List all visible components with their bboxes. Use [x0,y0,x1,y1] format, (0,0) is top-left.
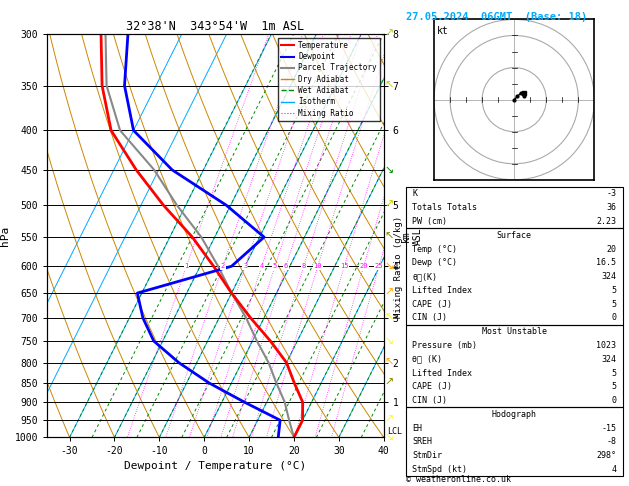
Text: 324: 324 [601,272,616,281]
Text: ↗: ↗ [384,288,393,298]
Y-axis label: km
ASL: km ASL [401,227,423,244]
Legend: Temperature, Dewpoint, Parcel Trajectory, Dry Adiabat, Wet Adiabat, Isotherm, Mi: Temperature, Dewpoint, Parcel Trajectory… [277,38,380,121]
Text: 298°: 298° [596,451,616,460]
X-axis label: Dewpoint / Temperature (°C): Dewpoint / Temperature (°C) [125,461,306,470]
Title: 32°38'N  343°54'W  1m ASL: 32°38'N 343°54'W 1m ASL [126,20,304,33]
Text: ↗: ↗ [384,29,393,39]
Text: Lifted Index: Lifted Index [412,286,472,295]
Text: θᴄ (K): θᴄ (K) [412,355,442,364]
Text: 5: 5 [611,300,616,309]
Text: ↗: ↗ [384,200,393,210]
Text: 2.23: 2.23 [596,217,616,226]
Text: Most Unstable: Most Unstable [482,327,547,336]
Text: 36: 36 [606,203,616,212]
Text: 2: 2 [221,263,225,269]
Text: 4: 4 [260,263,264,269]
Text: 5: 5 [611,368,616,378]
Text: 20: 20 [359,263,368,269]
Text: CIN (J): CIN (J) [412,313,447,322]
Text: EH: EH [412,424,422,433]
Text: ↗: ↗ [384,378,393,388]
Text: SREH: SREH [412,437,432,446]
Text: 5: 5 [611,286,616,295]
Text: 20: 20 [606,244,616,254]
Bar [406,228,623,325]
Text: 324: 324 [601,355,616,364]
Text: Temp (°C): Temp (°C) [412,244,457,254]
Text: ↘: ↘ [384,165,393,175]
Text: -8: -8 [606,437,616,446]
Text: 0: 0 [611,313,616,322]
Text: Dewp (°C): Dewp (°C) [412,259,457,267]
Text: 16.5: 16.5 [596,259,616,267]
Text: ↘: ↘ [384,433,393,442]
Text: StmDir: StmDir [412,451,442,460]
Text: LCL: LCL [387,427,402,436]
Text: K: K [412,190,417,198]
Text: ↖: ↖ [384,232,393,242]
Text: θᴄ(K): θᴄ(K) [412,272,437,281]
Text: Hodograph: Hodograph [492,410,537,419]
Text: 10: 10 [313,263,322,269]
Text: Lifted Index: Lifted Index [412,368,472,378]
Text: ↖: ↖ [384,313,393,323]
Text: 5: 5 [273,263,277,269]
Text: CAPE (J): CAPE (J) [412,300,452,309]
Bar [406,187,623,228]
Text: 0: 0 [611,396,616,405]
Text: ↘: ↘ [384,336,393,346]
Text: 15: 15 [340,263,348,269]
Text: 6: 6 [284,263,288,269]
Text: Surface: Surface [497,231,532,240]
Text: PW (cm): PW (cm) [412,217,447,226]
Text: 1: 1 [184,263,189,269]
Text: CIN (J): CIN (J) [412,396,447,405]
Text: 4: 4 [611,465,616,474]
Text: StmSpd (kt): StmSpd (kt) [412,465,467,474]
Text: ↖: ↖ [384,81,393,91]
Text: Mixing Ratio (g/kg): Mixing Ratio (g/kg) [394,216,403,318]
Text: ↖: ↖ [384,358,393,367]
Text: © weatheronline.co.uk: © weatheronline.co.uk [406,474,511,484]
Text: 5: 5 [611,382,616,391]
Text: CAPE (J): CAPE (J) [412,382,452,391]
Text: ↘: ↘ [384,261,393,271]
Text: -3: -3 [606,190,616,198]
Bar [406,325,623,407]
Bar [406,407,623,476]
Text: kt: kt [437,26,449,36]
Text: 27.05.2024  06GMT  (Base: 18): 27.05.2024 06GMT (Base: 18) [406,12,587,22]
Text: Totals Totals: Totals Totals [412,203,477,212]
Text: Pressure (mb): Pressure (mb) [412,341,477,350]
Text: 3: 3 [243,263,247,269]
Y-axis label: hPa: hPa [1,226,11,246]
Text: -15: -15 [601,424,616,433]
Text: 1023: 1023 [596,341,616,350]
Text: 25: 25 [375,263,383,269]
Text: ↗: ↗ [384,415,393,425]
Text: 8: 8 [301,263,306,269]
